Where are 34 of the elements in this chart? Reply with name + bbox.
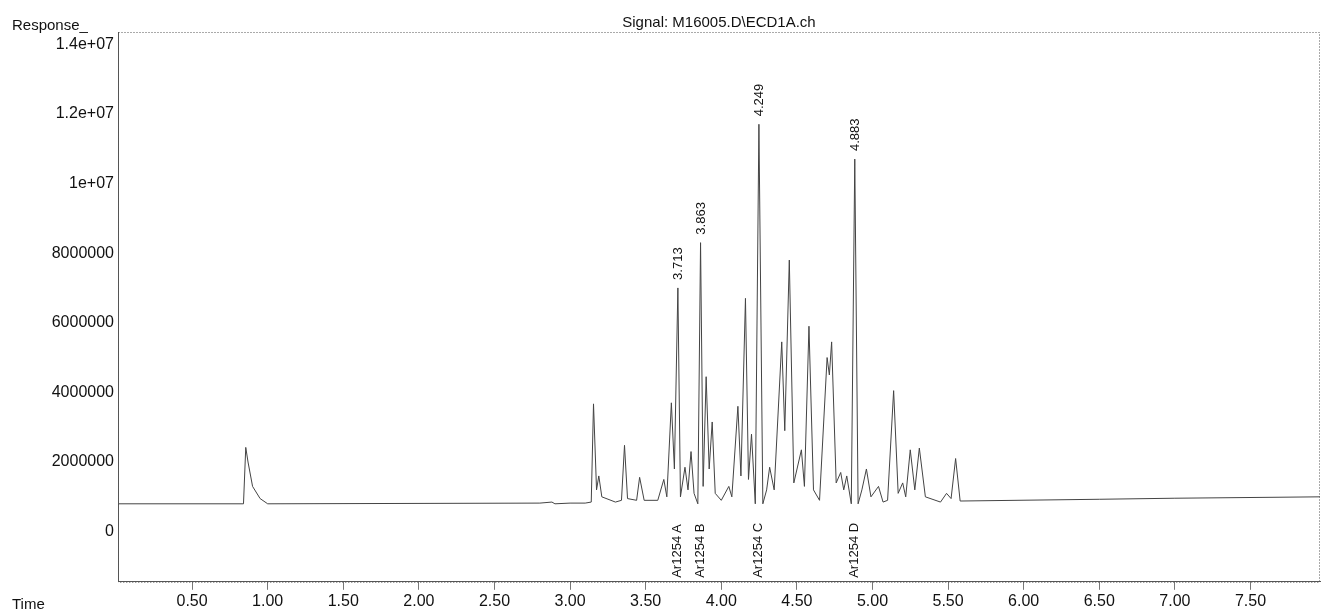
chart-title: Signal: M16005.D\ECD1A.ch bbox=[622, 12, 816, 30]
y-axis-title: Response_ bbox=[12, 15, 89, 33]
x-tick-label: 2.50 bbox=[478, 591, 511, 609]
x-tick-label: 7.50 bbox=[1234, 591, 1267, 609]
annotation: 3.863 bbox=[693, 202, 709, 235]
x-tick-label: 1.00 bbox=[252, 591, 284, 609]
annotation: Ar1254 D bbox=[846, 522, 862, 578]
y-tick-label: 1.2e+07 bbox=[55, 104, 115, 122]
x-tick-label: 3.00 bbox=[554, 591, 586, 609]
y-tick-label: 8000000 bbox=[51, 243, 115, 261]
x-tick-label: 5.50 bbox=[932, 591, 964, 609]
x-axis-title: Time bbox=[12, 594, 45, 612]
y-tick-label: 1.4e+07 bbox=[55, 34, 115, 52]
y-tick-label: 4000000 bbox=[51, 382, 115, 400]
x-tick-label: 4.00 bbox=[705, 591, 737, 609]
x-tick-label: 3.50 bbox=[630, 591, 662, 609]
x-tick-label: 0.50 bbox=[176, 591, 208, 609]
y-tick-label: 1e+07 bbox=[69, 173, 115, 191]
y-tick-label: 0 bbox=[105, 522, 115, 540]
annotation: 4.883 bbox=[847, 118, 863, 152]
x-tick-label: 5.00 bbox=[856, 591, 889, 609]
y-tick-label: 2000000 bbox=[51, 452, 115, 470]
annotation: Ar1254 B bbox=[692, 523, 708, 578]
annotation: 4.249 bbox=[751, 83, 767, 117]
x-tick-label: 7.00 bbox=[1159, 591, 1191, 609]
x-tick-label: 4.50 bbox=[781, 591, 813, 609]
x-tick-label: 6.00 bbox=[1008, 591, 1040, 609]
y-tick-label: 6000000 bbox=[51, 313, 115, 331]
x-tick-label: 2.00 bbox=[403, 591, 435, 609]
annotation: Ar1254 C bbox=[750, 522, 766, 578]
x-tick-label: 1.50 bbox=[327, 591, 359, 609]
annotation: 3.713 bbox=[670, 247, 686, 280]
x-tick-label: 6.50 bbox=[1083, 591, 1115, 609]
annotation: Ar1254 A bbox=[669, 523, 685, 578]
